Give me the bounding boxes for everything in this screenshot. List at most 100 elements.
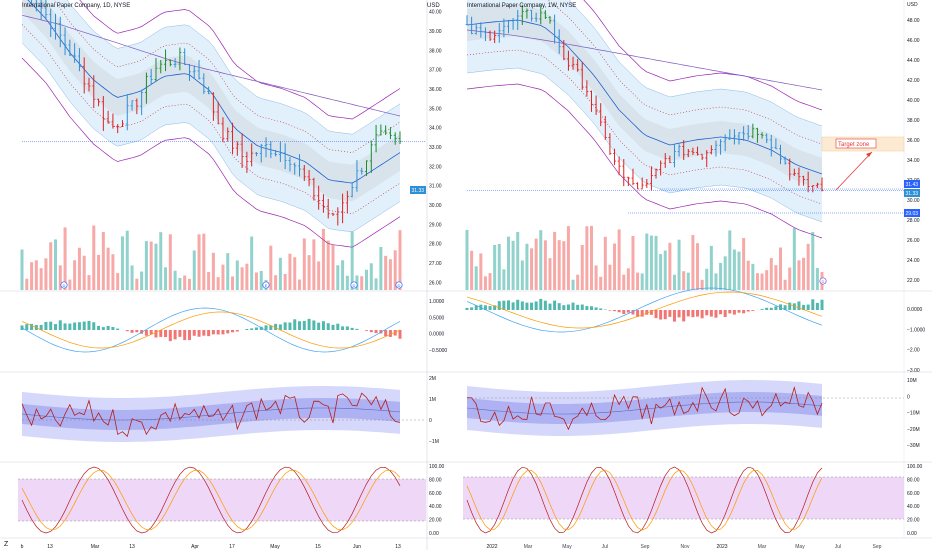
volume-bar bbox=[807, 244, 810, 290]
volume-bar bbox=[64, 227, 67, 290]
left-stoch-tick: 60.00 bbox=[429, 491, 442, 497]
macd-histogram-bar bbox=[221, 330, 224, 334]
right-price-tick: 42.00 bbox=[907, 78, 920, 84]
macd-histogram-bar bbox=[751, 310, 754, 311]
right-x-tick: Sep bbox=[641, 544, 650, 550]
macd-histogram-bar bbox=[622, 310, 625, 314]
volume-bar bbox=[87, 275, 90, 290]
volume-bar bbox=[479, 253, 482, 290]
macd-histogram-bar bbox=[135, 330, 138, 332]
macd-histogram-bar bbox=[303, 321, 306, 330]
volume-bar bbox=[604, 237, 607, 290]
right-price-tick: USD bbox=[907, 2, 918, 8]
volume-bar bbox=[756, 273, 759, 290]
right-vol-tick: −10M bbox=[907, 411, 920, 417]
right-price-tick: 26.00 bbox=[907, 238, 920, 244]
left-stoch-tick: 80.00 bbox=[429, 477, 442, 483]
macd-histogram-bar bbox=[178, 330, 181, 337]
macd-histogram-bar bbox=[25, 324, 28, 330]
z-icon[interactable]: Z bbox=[4, 541, 8, 548]
macd-histogram-bar bbox=[770, 308, 773, 310]
volume-bar bbox=[298, 280, 301, 290]
macd-histogram-bar bbox=[293, 319, 296, 330]
volume-bar bbox=[236, 260, 239, 290]
volume-bar bbox=[183, 276, 186, 290]
macd-histogram-bar bbox=[595, 307, 598, 310]
volume-bar bbox=[140, 272, 143, 290]
volume-bar bbox=[742, 238, 745, 290]
macd-histogram-bar bbox=[159, 330, 162, 337]
left-price-tick: 40.00 bbox=[429, 10, 442, 16]
volume-bar bbox=[558, 240, 561, 290]
macd-histogram-bar bbox=[64, 323, 67, 330]
right-stoch-tick: 40.00 bbox=[907, 504, 920, 510]
right-price-tick: 28.00 bbox=[907, 218, 920, 224]
target-arrowhead bbox=[866, 152, 872, 157]
right-macd-tick: −1.0000 bbox=[907, 327, 925, 333]
volume-bar bbox=[659, 254, 662, 290]
volume-bar bbox=[255, 272, 258, 290]
volume-bar bbox=[202, 234, 205, 290]
right-stoch-tick: 80.00 bbox=[907, 477, 920, 483]
volume-bar bbox=[111, 254, 114, 290]
volume-bar bbox=[797, 260, 800, 290]
macd-histogram-bar bbox=[761, 309, 764, 310]
volume-bar bbox=[779, 247, 782, 290]
left-x-tick: 13 bbox=[395, 544, 401, 550]
left-price-tick: 38.00 bbox=[429, 48, 442, 54]
macd-histogram-bar bbox=[489, 306, 492, 310]
right-vol-tick: −20M bbox=[907, 427, 920, 433]
volume-bar bbox=[691, 235, 694, 290]
macd-histogram-bar bbox=[558, 303, 561, 310]
volume-bar bbox=[636, 273, 639, 290]
right-macd-tick: −3.00 bbox=[907, 368, 920, 374]
right-x-tick: 2022 bbox=[486, 544, 497, 550]
macd-histogram-bar bbox=[585, 306, 588, 310]
volume-bar bbox=[668, 243, 671, 290]
right-price-tick: 46.00 bbox=[907, 38, 920, 44]
volume-bar bbox=[498, 244, 501, 290]
left-price-tick: 31.00 bbox=[429, 184, 442, 190]
macd-histogram-bar bbox=[659, 310, 662, 320]
volume-bar bbox=[54, 239, 57, 290]
macd-histogram-bar bbox=[183, 330, 186, 340]
right-x-tick: Jul bbox=[835, 544, 841, 550]
left-macd-tick: 0.0000 bbox=[429, 332, 445, 338]
macd-histogram-bar bbox=[668, 310, 671, 317]
macd-histogram-bar bbox=[507, 300, 510, 310]
right-x-tick: Nov bbox=[681, 544, 690, 550]
macd-histogram-bar bbox=[21, 325, 24, 330]
volume-bar bbox=[121, 236, 124, 290]
macd-histogram-bar bbox=[245, 329, 248, 330]
left-price-tick: 37.00 bbox=[429, 68, 442, 74]
left-x-tick: 15 bbox=[315, 544, 321, 550]
volume-bar bbox=[68, 280, 71, 290]
volume-bar bbox=[562, 241, 565, 290]
macd-histogram-bar bbox=[535, 301, 538, 310]
left-x-tick: b bbox=[21, 544, 24, 550]
left-x-tick: Apr bbox=[191, 544, 199, 550]
macd-histogram-bar bbox=[102, 327, 105, 330]
left-stoch-tick: 20.00 bbox=[429, 518, 442, 524]
macd-histogram-bar bbox=[298, 321, 301, 330]
right-chart-title: International Paper Company, 1W, NYSE bbox=[467, 3, 576, 9]
left-x-tick: 17 bbox=[229, 544, 235, 550]
volume-bar bbox=[765, 270, 768, 290]
macd-histogram-bar bbox=[530, 303, 533, 310]
volume-bar bbox=[516, 232, 519, 290]
left-price-tick: 35.00 bbox=[429, 106, 442, 112]
volume-bar bbox=[719, 263, 722, 290]
volume-bar bbox=[351, 232, 354, 290]
left-x-tick: 13 bbox=[47, 544, 53, 550]
volume-bar bbox=[613, 243, 616, 290]
stoch-band bbox=[463, 477, 904, 519]
volume-bar bbox=[217, 277, 220, 290]
volume-bar bbox=[599, 277, 602, 290]
volume-bar bbox=[49, 242, 52, 290]
volume-bar bbox=[44, 258, 47, 290]
volume-bar bbox=[92, 226, 95, 290]
volume-bar bbox=[154, 244, 157, 290]
volume-bar bbox=[245, 264, 248, 290]
volume-bar bbox=[303, 238, 306, 290]
left-stoch-tick: 40.00 bbox=[429, 504, 442, 510]
